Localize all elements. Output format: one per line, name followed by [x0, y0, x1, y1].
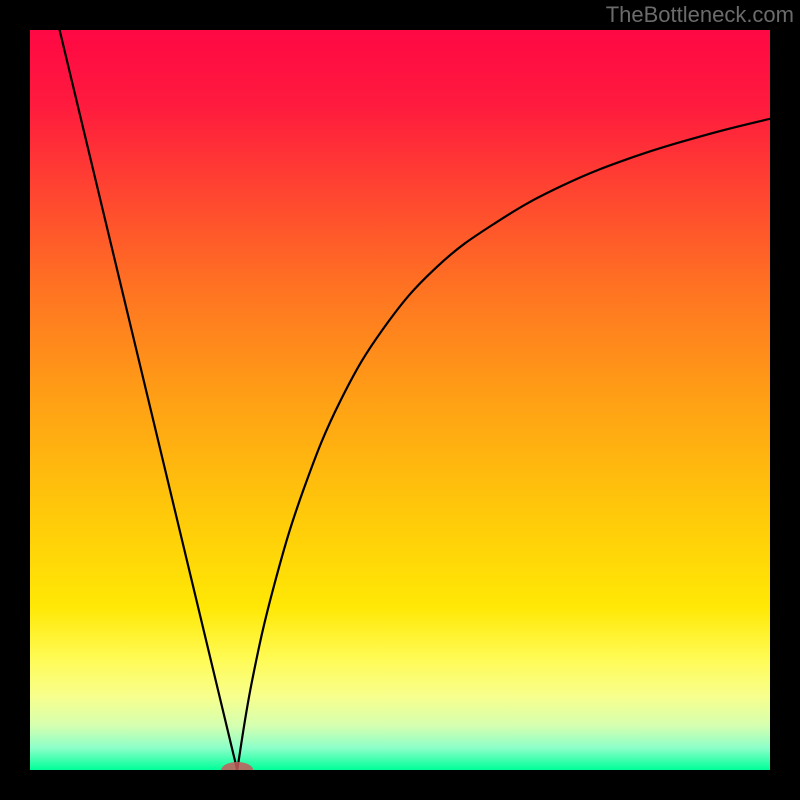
watermark-text: TheBottleneck.com — [606, 2, 794, 28]
chart-container: TheBottleneck.com — [0, 0, 800, 800]
chart-svg — [30, 30, 770, 770]
gradient-background — [30, 30, 770, 770]
plot-area — [30, 30, 770, 770]
